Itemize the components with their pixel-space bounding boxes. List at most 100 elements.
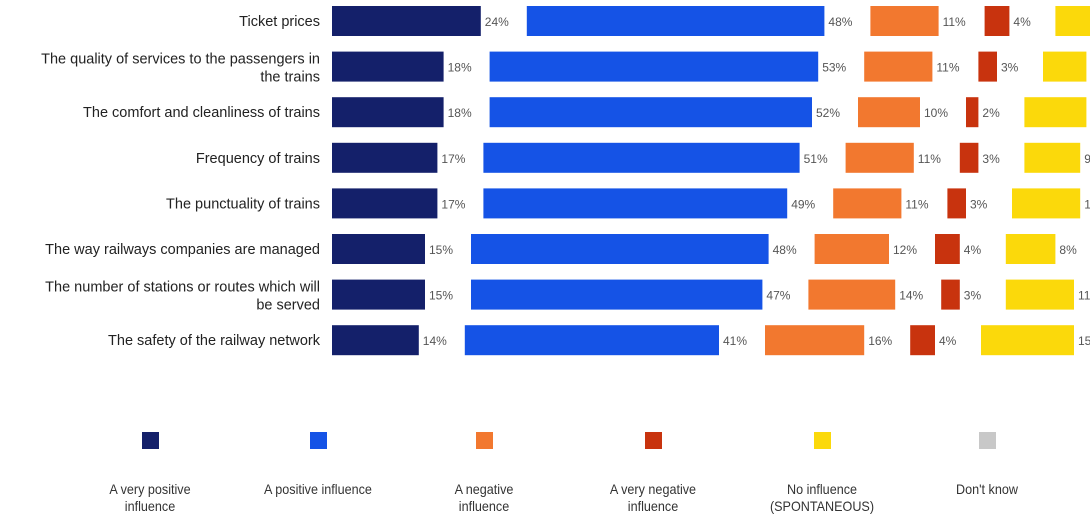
data-label: 52% xyxy=(816,106,840,120)
bar-segment xyxy=(471,234,769,264)
data-label: 15% xyxy=(1078,334,1090,348)
bar-segment xyxy=(489,97,812,128)
bar-segment xyxy=(941,279,960,310)
bar-segment xyxy=(332,188,438,219)
bar-segment xyxy=(471,279,763,310)
bar-segment xyxy=(489,51,819,82)
bar-segment xyxy=(910,325,935,356)
data-label: 17% xyxy=(441,152,465,166)
data-label: 3% xyxy=(970,197,988,211)
data-label: 14% xyxy=(423,334,447,348)
legend-swatch xyxy=(141,432,159,449)
bar-segment xyxy=(332,234,425,264)
bar-segment xyxy=(845,142,914,173)
legend-label-line: influence xyxy=(458,498,510,514)
legend-item: No influence (SPONTANEOUS) xyxy=(747,420,897,515)
data-label: 11% xyxy=(1084,197,1090,211)
data-label: 17% xyxy=(441,197,465,211)
data-label: 4% xyxy=(1013,15,1031,29)
bar-segment xyxy=(483,188,788,219)
data-label: 15% xyxy=(429,243,453,257)
legend-label-line: A positive influence xyxy=(264,481,372,497)
category-label: The comfort and cleanliness of trains xyxy=(83,105,320,121)
legend-label: A negative influence xyxy=(417,481,552,515)
legend-label: No influence (SPONTANEOUS) xyxy=(755,481,890,515)
legend-item: A very positive influence xyxy=(75,420,225,515)
legend-swatch xyxy=(644,432,662,449)
bar-segment xyxy=(1024,97,1087,128)
legend-label-line: No influence xyxy=(786,481,858,497)
bar-segment xyxy=(332,51,444,82)
data-label: 3% xyxy=(982,152,1000,166)
bar-segment xyxy=(1012,188,1081,219)
data-label: 9% xyxy=(1084,152,1090,166)
legend-item: A positive influence xyxy=(243,420,393,498)
legend-label-line: Don't know xyxy=(956,481,1018,497)
bar-segment xyxy=(947,188,966,219)
category-label: The safety of the railway network xyxy=(108,333,321,349)
bar-segment xyxy=(1024,142,1081,173)
bar-segment xyxy=(833,188,902,219)
data-label: 4% xyxy=(964,243,982,257)
data-label: 48% xyxy=(773,243,797,257)
data-label: 41% xyxy=(723,334,747,348)
data-label: 49% xyxy=(791,197,815,211)
legend-label: A very positive influence xyxy=(83,481,218,515)
bar-segment xyxy=(526,6,825,36)
bar-segment xyxy=(464,325,719,356)
legend-label-line: (SPONTANEOUS) xyxy=(769,498,875,514)
data-label: 2% xyxy=(982,106,1000,120)
data-label: 16% xyxy=(868,334,892,348)
category-label: The way railways companies are managed xyxy=(45,242,320,258)
category-label: The quality of services to the passenger… xyxy=(41,52,320,86)
bar-segment xyxy=(858,97,920,128)
legend-swatch xyxy=(475,432,493,449)
legend-item: A very negative influence xyxy=(578,420,728,515)
bar-segment xyxy=(935,234,960,264)
data-label: 11% xyxy=(1078,289,1090,303)
legend-label-line: influence xyxy=(124,498,176,514)
bar-segment xyxy=(1005,279,1074,310)
data-label: 24% xyxy=(485,15,509,29)
legend-swatch xyxy=(813,432,831,449)
data-label: 11% xyxy=(905,197,928,211)
data-label: 11% xyxy=(918,152,941,166)
category-label: The punctuality of trains xyxy=(166,196,320,212)
data-label: 3% xyxy=(1001,61,1019,75)
legend-item: A negative influence xyxy=(409,420,559,515)
bar-segment xyxy=(332,97,444,128)
data-label: 3% xyxy=(964,289,982,303)
category-label: Ticket prices xyxy=(239,14,320,30)
data-label: 10% xyxy=(924,106,948,120)
data-label: 53% xyxy=(822,61,846,75)
legend-label-line: influence xyxy=(627,498,679,514)
category-label: The number of stations or routes which w… xyxy=(45,280,320,314)
legend-label: Don't know xyxy=(920,481,1055,498)
bar-segment xyxy=(332,6,481,36)
bar-segment xyxy=(808,279,896,310)
bar-segment xyxy=(864,51,933,82)
data-label: 18% xyxy=(448,61,472,75)
bar-segment xyxy=(981,325,1074,356)
bar-segment xyxy=(814,234,889,264)
data-label: 4% xyxy=(939,334,957,348)
bar-segment xyxy=(978,51,997,82)
data-label: 18% xyxy=(448,106,472,120)
bar-segment xyxy=(1043,51,1087,82)
data-label: 12% xyxy=(893,243,917,257)
data-label: 11% xyxy=(936,61,959,75)
data-label: 51% xyxy=(804,152,828,166)
bar-segment xyxy=(966,97,979,128)
bar-segment xyxy=(984,6,1010,36)
legend-label-line: A very negative xyxy=(609,481,697,497)
bar-segment xyxy=(483,142,800,173)
legend-label-line: A negative xyxy=(454,481,514,497)
category-label: Frequency of trains xyxy=(196,151,320,167)
data-label: 47% xyxy=(766,289,790,303)
legend-label: A positive influence xyxy=(251,481,386,498)
bar-segment xyxy=(1055,6,1090,36)
bar-segment xyxy=(1005,234,1056,264)
legend-label: A very negative influence xyxy=(586,481,721,515)
bar-segment xyxy=(332,325,419,356)
